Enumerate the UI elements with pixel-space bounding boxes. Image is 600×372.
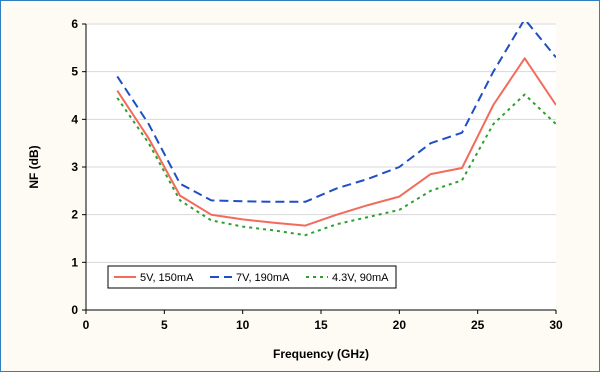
y-tick-labels: 0 1 2 3 4 5 6: [71, 17, 78, 317]
x-tick-label: 15: [314, 318, 328, 332]
x-tick-label: 25: [471, 318, 485, 332]
x-axis-title: Frequency (GHz): [273, 347, 369, 361]
legend-box: [107, 265, 397, 289]
x-tick-label: 0: [83, 318, 90, 332]
legend-label-2: 7V, 190mA: [236, 272, 290, 284]
y-tick-label: 6: [71, 17, 78, 31]
series-lines: [116, 22, 556, 237]
y-tick-label: 4: [71, 112, 78, 126]
x-tick-label: 20: [393, 318, 407, 332]
x-tick-labels: 0 5 10 15 20 25 30: [83, 318, 563, 332]
x-tick-label: 10: [236, 318, 250, 332]
axes: [82, 23, 557, 314]
series-line-2: [116, 22, 556, 203]
legend-label-1: 5V, 150mA: [140, 272, 194, 284]
x-tick-label: 30: [549, 318, 563, 332]
y-axis-title: NF (dB): [27, 145, 41, 188]
y-tick-label: 3: [71, 160, 78, 174]
series-line-3: [116, 93, 556, 237]
y-tick-label: 0: [71, 303, 78, 317]
legend: 5V, 150mA 7V, 190mA 4.3V, 90mA: [107, 265, 397, 289]
y-tick-label: 2: [71, 208, 78, 222]
y-tick-label: 5: [71, 65, 78, 79]
series-line-1: [116, 57, 556, 227]
x-tick-label: 5: [161, 318, 168, 332]
grid-lines: [86, 23, 556, 263]
y-tick-label: 1: [71, 255, 78, 269]
legend-label-3: 4.3V, 90mA: [332, 272, 389, 284]
